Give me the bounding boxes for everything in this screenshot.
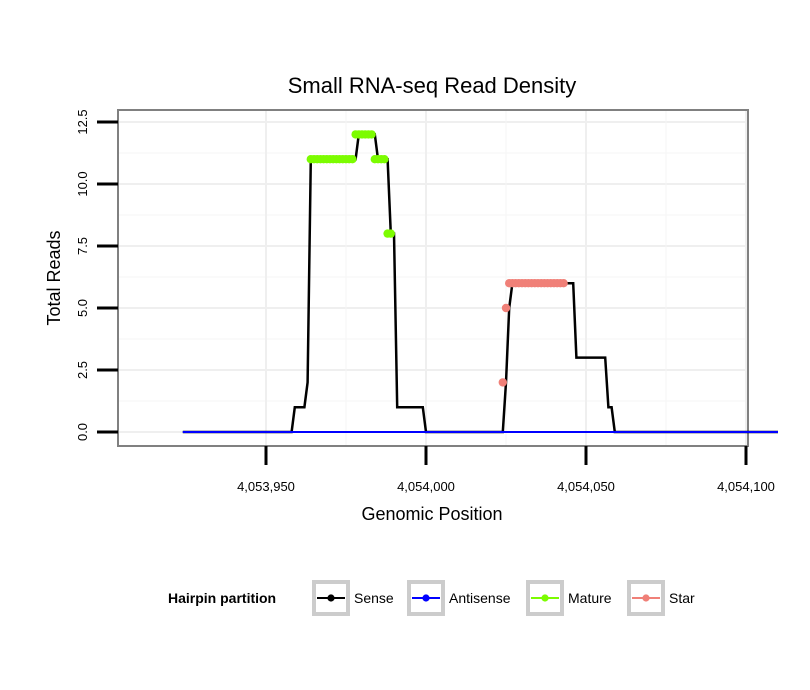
mature-point bbox=[348, 155, 357, 164]
y-tick-label: 5.0 bbox=[75, 299, 90, 317]
legend-item-star: Star bbox=[627, 580, 695, 616]
x-tick-label: 4,053,950 bbox=[237, 479, 295, 494]
y-tick-label: 7.5 bbox=[75, 237, 90, 255]
series-line-sense bbox=[182, 133, 778, 434]
x-tick-label: 4,054,050 bbox=[557, 479, 615, 494]
mature-point bbox=[380, 155, 389, 164]
legend-label: Antisense bbox=[449, 590, 511, 606]
gridlines bbox=[118, 110, 748, 446]
star-point bbox=[559, 279, 568, 288]
y-tick-label: 10.0 bbox=[75, 171, 90, 196]
chart-title: Small RNA-seq Read Density bbox=[288, 73, 577, 98]
legend-key-point bbox=[541, 594, 549, 602]
x-tick-label: 4,054,100 bbox=[717, 479, 775, 494]
legend-key-point bbox=[422, 594, 430, 602]
legend-item-sense: Sense bbox=[312, 580, 394, 616]
legend-label: Mature bbox=[568, 590, 612, 606]
legend-key-point bbox=[327, 594, 335, 602]
plot-panel-border bbox=[117, 109, 749, 447]
y-axis-title: Total Reads bbox=[44, 230, 64, 325]
star-point bbox=[501, 303, 511, 313]
x-axis: 4,053,950 4,054,000 4,054,050 4,054,100 bbox=[237, 446, 775, 494]
y-axis: 0.0 2.5 5.0 7.5 10.0 12.5 bbox=[75, 109, 118, 441]
y-tick-label: 2.5 bbox=[75, 361, 90, 379]
legend-item-antisense: Antisense bbox=[407, 580, 511, 616]
x-tick-label: 4,054,000 bbox=[397, 479, 455, 494]
mature-point bbox=[367, 130, 376, 139]
legend-label: Sense bbox=[354, 590, 394, 606]
star-point bbox=[498, 378, 507, 387]
series-points bbox=[306, 130, 568, 387]
y-tick-label: 12.5 bbox=[75, 109, 90, 134]
legend-item-mature: Mature bbox=[526, 580, 612, 616]
legend-title: Hairpin partition bbox=[168, 590, 276, 606]
series-lines bbox=[182, 133, 778, 434]
legend-key-point bbox=[642, 594, 650, 602]
legend: Hairpin partition Sense Antisense Mature St… bbox=[168, 580, 695, 616]
x-axis-title: Genomic Position bbox=[361, 504, 502, 524]
legend-label: Star bbox=[669, 590, 695, 606]
y-tick-label: 0.0 bbox=[75, 423, 90, 441]
mature-point bbox=[386, 229, 395, 238]
